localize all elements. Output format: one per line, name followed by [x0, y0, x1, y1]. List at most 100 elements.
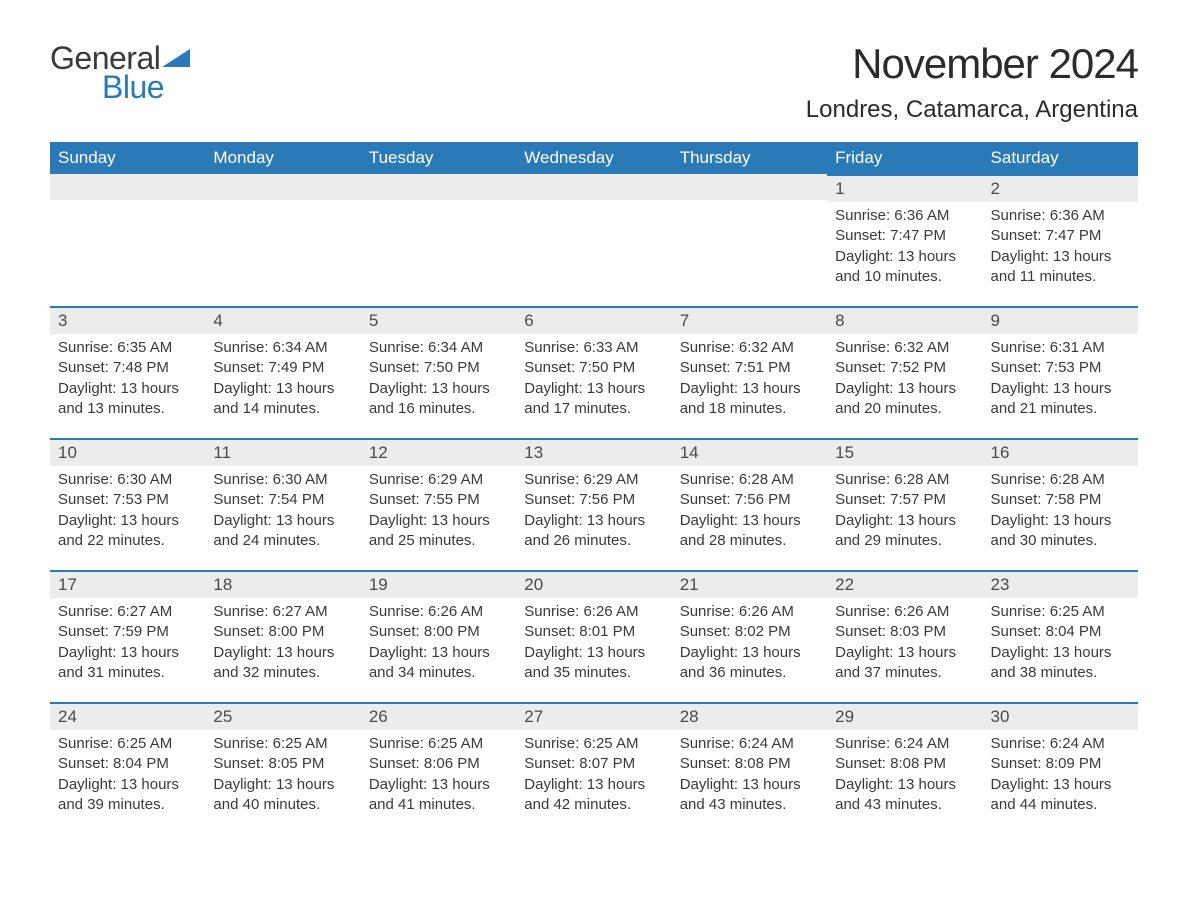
day-details: Sunrise: 6:32 AMSunset: 7:52 PMDaylight:… [827, 334, 982, 427]
day-number: 23 [983, 570, 1138, 598]
empty-day-header [516, 174, 671, 200]
day-details: Sunrise: 6:28 AMSunset: 7:57 PMDaylight:… [827, 466, 982, 559]
logo-triangle-icon [162, 49, 190, 74]
calendar-cell: 20Sunrise: 6:26 AMSunset: 8:01 PMDayligh… [516, 570, 671, 702]
calendar-cell: 14Sunrise: 6:28 AMSunset: 7:56 PMDayligh… [672, 438, 827, 570]
day-number: 14 [672, 438, 827, 466]
weekday-header: Tuesday [361, 142, 516, 174]
day-number: 29 [827, 702, 982, 730]
day-details: Sunrise: 6:33 AMSunset: 7:50 PMDaylight:… [516, 334, 671, 427]
calendar-cell: 19Sunrise: 6:26 AMSunset: 8:00 PMDayligh… [361, 570, 516, 702]
day-details: Sunrise: 6:28 AMSunset: 7:56 PMDaylight:… [672, 466, 827, 559]
day-details: Sunrise: 6:25 AMSunset: 8:04 PMDaylight:… [983, 598, 1138, 691]
day-details: Sunrise: 6:26 AMSunset: 8:02 PMDaylight:… [672, 598, 827, 691]
calendar-cell [50, 174, 205, 306]
calendar-cell: 8Sunrise: 6:32 AMSunset: 7:52 PMDaylight… [827, 306, 982, 438]
calendar-cell: 23Sunrise: 6:25 AMSunset: 8:04 PMDayligh… [983, 570, 1138, 702]
calendar-body: 1Sunrise: 6:36 AMSunset: 7:47 PMDaylight… [50, 174, 1138, 834]
day-number: 5 [361, 306, 516, 334]
calendar-cell [516, 174, 671, 306]
day-details: Sunrise: 6:25 AMSunset: 8:05 PMDaylight:… [205, 730, 360, 823]
day-number: 27 [516, 702, 671, 730]
day-details: Sunrise: 6:25 AMSunset: 8:06 PMDaylight:… [361, 730, 516, 823]
empty-day-header [672, 174, 827, 200]
day-details: Sunrise: 6:24 AMSunset: 8:08 PMDaylight:… [672, 730, 827, 823]
day-details: Sunrise: 6:34 AMSunset: 7:49 PMDaylight:… [205, 334, 360, 427]
page-title: November 2024 [806, 40, 1138, 88]
day-details: Sunrise: 6:29 AMSunset: 7:55 PMDaylight:… [361, 466, 516, 559]
day-number: 28 [672, 702, 827, 730]
logo-text-blue: Blue [102, 69, 164, 106]
day-details: Sunrise: 6:27 AMSunset: 7:59 PMDaylight:… [50, 598, 205, 691]
day-details: Sunrise: 6:36 AMSunset: 7:47 PMDaylight:… [983, 202, 1138, 295]
day-number: 25 [205, 702, 360, 730]
day-details: Sunrise: 6:32 AMSunset: 7:51 PMDaylight:… [672, 334, 827, 427]
day-number: 15 [827, 438, 982, 466]
calendar-row: 10Sunrise: 6:30 AMSunset: 7:53 PMDayligh… [50, 438, 1138, 570]
weekday-header: Sunday [50, 142, 205, 174]
calendar-cell: 30Sunrise: 6:24 AMSunset: 8:09 PMDayligh… [983, 702, 1138, 834]
calendar-table: SundayMondayTuesdayWednesdayThursdayFrid… [50, 142, 1138, 834]
day-details: Sunrise: 6:36 AMSunset: 7:47 PMDaylight:… [827, 202, 982, 295]
day-number: 21 [672, 570, 827, 598]
day-number: 3 [50, 306, 205, 334]
weekday-header: Thursday [672, 142, 827, 174]
weekday-header: Monday [205, 142, 360, 174]
location-text: Londres, Catamarca, Argentina [806, 96, 1138, 124]
day-number: 8 [827, 306, 982, 334]
day-details: Sunrise: 6:28 AMSunset: 7:58 PMDaylight:… [983, 466, 1138, 559]
day-details: Sunrise: 6:26 AMSunset: 8:01 PMDaylight:… [516, 598, 671, 691]
calendar-cell: 25Sunrise: 6:25 AMSunset: 8:05 PMDayligh… [205, 702, 360, 834]
calendar-cell [672, 174, 827, 306]
weekday-header-row: SundayMondayTuesdayWednesdayThursdayFrid… [50, 142, 1138, 174]
calendar-cell: 29Sunrise: 6:24 AMSunset: 8:08 PMDayligh… [827, 702, 982, 834]
calendar-cell: 21Sunrise: 6:26 AMSunset: 8:02 PMDayligh… [672, 570, 827, 702]
header: General Blue November 2024 Londres, Cata… [50, 40, 1138, 124]
day-number: 10 [50, 438, 205, 466]
calendar-cell: 6Sunrise: 6:33 AMSunset: 7:50 PMDaylight… [516, 306, 671, 438]
day-details: Sunrise: 6:24 AMSunset: 8:09 PMDaylight:… [983, 730, 1138, 823]
calendar-cell: 22Sunrise: 6:26 AMSunset: 8:03 PMDayligh… [827, 570, 982, 702]
calendar-cell: 17Sunrise: 6:27 AMSunset: 7:59 PMDayligh… [50, 570, 205, 702]
calendar-cell: 5Sunrise: 6:34 AMSunset: 7:50 PMDaylight… [361, 306, 516, 438]
empty-day-header [205, 174, 360, 200]
day-number: 7 [672, 306, 827, 334]
day-number: 19 [361, 570, 516, 598]
day-number: 9 [983, 306, 1138, 334]
title-block: November 2024 Londres, Catamarca, Argent… [806, 40, 1138, 124]
day-number: 2 [983, 174, 1138, 202]
empty-day-header [361, 174, 516, 200]
day-details: Sunrise: 6:24 AMSunset: 8:08 PMDaylight:… [827, 730, 982, 823]
calendar-cell: 2Sunrise: 6:36 AMSunset: 7:47 PMDaylight… [983, 174, 1138, 306]
weekday-header: Friday [827, 142, 982, 174]
empty-day-header [50, 174, 205, 200]
day-number: 4 [205, 306, 360, 334]
day-details: Sunrise: 6:31 AMSunset: 7:53 PMDaylight:… [983, 334, 1138, 427]
day-details: Sunrise: 6:25 AMSunset: 8:07 PMDaylight:… [516, 730, 671, 823]
calendar-cell: 28Sunrise: 6:24 AMSunset: 8:08 PMDayligh… [672, 702, 827, 834]
calendar-row: 3Sunrise: 6:35 AMSunset: 7:48 PMDaylight… [50, 306, 1138, 438]
calendar-cell: 26Sunrise: 6:25 AMSunset: 8:06 PMDayligh… [361, 702, 516, 834]
day-details: Sunrise: 6:29 AMSunset: 7:56 PMDaylight:… [516, 466, 671, 559]
weekday-header: Saturday [983, 142, 1138, 174]
calendar-row: 24Sunrise: 6:25 AMSunset: 8:04 PMDayligh… [50, 702, 1138, 834]
day-number: 6 [516, 306, 671, 334]
day-number: 24 [50, 702, 205, 730]
calendar-cell: 12Sunrise: 6:29 AMSunset: 7:55 PMDayligh… [361, 438, 516, 570]
day-details: Sunrise: 6:30 AMSunset: 7:54 PMDaylight:… [205, 466, 360, 559]
day-details: Sunrise: 6:26 AMSunset: 8:03 PMDaylight:… [827, 598, 982, 691]
day-number: 17 [50, 570, 205, 598]
day-number: 22 [827, 570, 982, 598]
calendar-cell: 18Sunrise: 6:27 AMSunset: 8:00 PMDayligh… [205, 570, 360, 702]
calendar-cell: 13Sunrise: 6:29 AMSunset: 7:56 PMDayligh… [516, 438, 671, 570]
calendar-cell: 10Sunrise: 6:30 AMSunset: 7:53 PMDayligh… [50, 438, 205, 570]
calendar-cell: 16Sunrise: 6:28 AMSunset: 7:58 PMDayligh… [983, 438, 1138, 570]
day-details: Sunrise: 6:30 AMSunset: 7:53 PMDaylight:… [50, 466, 205, 559]
calendar-cell: 1Sunrise: 6:36 AMSunset: 7:47 PMDaylight… [827, 174, 982, 306]
logo: General Blue [50, 40, 190, 106]
calendar-cell: 9Sunrise: 6:31 AMSunset: 7:53 PMDaylight… [983, 306, 1138, 438]
day-number: 30 [983, 702, 1138, 730]
day-number: 26 [361, 702, 516, 730]
calendar-cell: 4Sunrise: 6:34 AMSunset: 7:49 PMDaylight… [205, 306, 360, 438]
day-number: 1 [827, 174, 982, 202]
